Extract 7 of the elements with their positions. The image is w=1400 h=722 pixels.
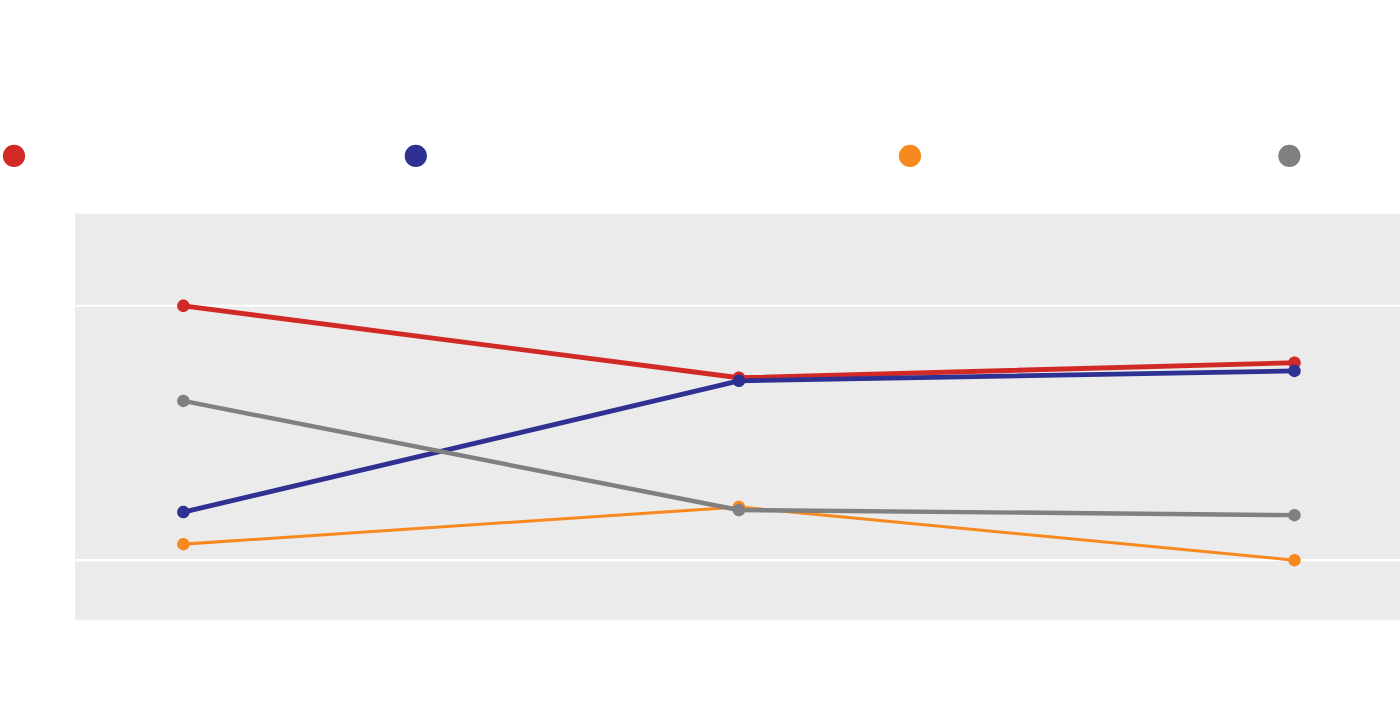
point: [177, 505, 190, 519]
point: [1288, 508, 1301, 522]
point: [177, 537, 190, 551]
point: [1288, 553, 1301, 567]
point: [1288, 364, 1301, 378]
point: [177, 299, 190, 313]
point: [177, 394, 190, 408]
